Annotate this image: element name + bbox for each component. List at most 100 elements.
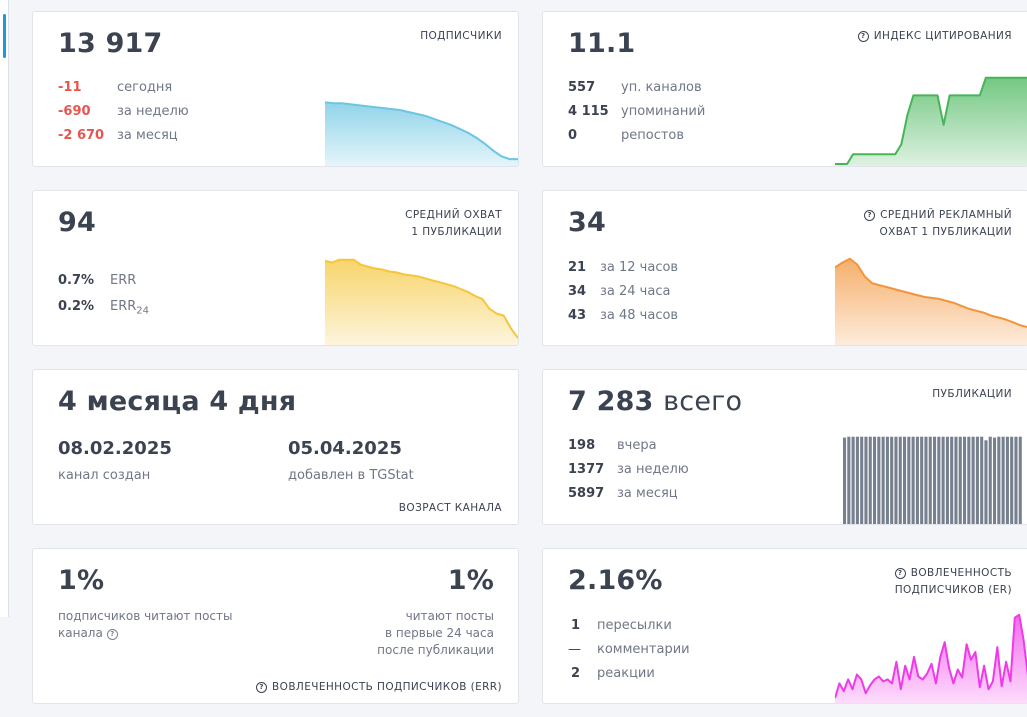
stat-label: за неделю bbox=[617, 462, 689, 477]
added-label: добавлен в TGStat bbox=[288, 468, 414, 483]
chart-bar bbox=[980, 436, 984, 524]
publications-chart bbox=[843, 436, 1022, 524]
question-circle-icon[interactable]: ? bbox=[894, 568, 906, 579]
chart-bar bbox=[843, 437, 847, 524]
err-left-value: 1% bbox=[58, 565, 105, 596]
stat-label: за месяц bbox=[617, 486, 678, 501]
stat-value: 0 bbox=[568, 128, 578, 143]
ad-reach-value: 34 bbox=[568, 207, 606, 238]
chart-bar bbox=[954, 436, 958, 524]
ad-reach-card[interactable]: 34 ? СРЕДНИЙ РЕКЛАМНЫЙ ОХВАТ 1 ПУБЛИКАЦИИ… bbox=[542, 190, 1027, 346]
err-right-value: 1% bbox=[447, 565, 494, 596]
chart-bar bbox=[924, 436, 928, 524]
chart-bar bbox=[993, 437, 997, 524]
er-title: ? ВОВЛЕЧЕННОСТЬ ПОДПИСЧИКОВ (ER) bbox=[894, 567, 1012, 596]
stat-label: репостов bbox=[621, 128, 685, 143]
stat-label: за 12 часов bbox=[600, 260, 679, 275]
stat-value: 34 bbox=[568, 284, 587, 299]
stat-value: 0.2% bbox=[58, 299, 95, 314]
stat-label: ERR24 bbox=[110, 299, 150, 317]
chart-bar bbox=[967, 436, 971, 524]
subscribers-card[interactable]: 13 917 ПОДПИСЧИКИ -11 сегодня -690 за не… bbox=[32, 11, 519, 167]
added-date: 05.04.2025 bbox=[288, 438, 402, 459]
stat-label: реакции bbox=[597, 666, 655, 681]
chart-line bbox=[325, 101, 518, 161]
chart-bar bbox=[975, 436, 979, 524]
chart-bar bbox=[851, 436, 855, 524]
chart-area bbox=[325, 102, 518, 166]
stat-value: 43 bbox=[568, 308, 587, 323]
er-card[interactable]: 2.16% ? ВОВЛЕЧЕННОСТЬ ПОДПИСЧИКОВ (ER) 1 … bbox=[542, 548, 1027, 704]
err-card[interactable]: 1% подписчиков читают посты канала? 1% ч… bbox=[32, 548, 519, 704]
chart-bar bbox=[950, 436, 954, 524]
channel-age-card[interactable]: 4 месяца 4 дня 08.02.2025 канал создан 0… bbox=[32, 369, 519, 525]
err-left-caption: подписчиков читают посты канала? bbox=[58, 609, 233, 640]
chart-bar bbox=[1005, 436, 1009, 524]
chart-bar bbox=[877, 436, 881, 524]
publications-value: 7 283 всего bbox=[568, 386, 743, 417]
question-circle-icon[interactable]: ? bbox=[256, 682, 268, 693]
chart-bar bbox=[1018, 436, 1022, 524]
sidebar-edge bbox=[0, 0, 9, 617]
stat-label: комментарии bbox=[597, 642, 690, 657]
stat-value: -11 bbox=[58, 80, 82, 95]
chart-bar bbox=[1010, 436, 1014, 524]
stat-label: ERR bbox=[110, 273, 137, 288]
chart-line bbox=[325, 258, 518, 339]
chart-bar bbox=[903, 436, 907, 524]
chart-bar bbox=[988, 436, 992, 524]
chart-bar bbox=[915, 436, 919, 524]
chart-bar bbox=[933, 436, 937, 524]
chart-bar bbox=[898, 436, 902, 524]
stat-value: 2 bbox=[571, 666, 581, 681]
question-circle-icon[interactable]: ? bbox=[864, 210, 876, 221]
channel-age-value: 4 месяца 4 дня bbox=[58, 386, 297, 417]
publications-title: ПУБЛИКАЦИИ bbox=[932, 388, 1012, 400]
ad-reach-chart bbox=[835, 257, 1027, 345]
stat-label: уп. каналов bbox=[621, 80, 702, 95]
chart-bar bbox=[881, 436, 885, 524]
chart-bar bbox=[911, 436, 915, 524]
stat-label: сегодня bbox=[117, 80, 173, 95]
stat-label: упоминаний bbox=[621, 104, 706, 119]
sidebar-active-indicator bbox=[3, 14, 6, 58]
chart-bar bbox=[890, 436, 894, 524]
question-circle-icon[interactable]: ? bbox=[857, 31, 869, 42]
question-circle-icon[interactable]: ? bbox=[106, 629, 118, 640]
chart-bar bbox=[1001, 436, 1005, 524]
chart-bar bbox=[885, 436, 889, 524]
citation-value: 11.1 bbox=[568, 28, 636, 59]
publications-card[interactable]: 7 283 всего ПУБЛИКАЦИИ 198 вчера 1377 за… bbox=[542, 369, 1027, 525]
chart-bar bbox=[894, 436, 898, 524]
chart-bar bbox=[868, 436, 872, 524]
stat-label: за 48 часов bbox=[600, 308, 679, 323]
stat-value: 1 bbox=[571, 618, 581, 633]
stat-value: 21 bbox=[568, 260, 587, 275]
chart-bar bbox=[855, 436, 859, 524]
citation-card[interactable]: 11.1 ? ИНДЕКС ЦИТИРОВАНИЯ 557 уп. каналов… bbox=[542, 11, 1027, 167]
chart-area bbox=[835, 77, 1027, 166]
stat-label: за неделю bbox=[117, 104, 189, 119]
ad-reach-title: ? СРЕДНИЙ РЕКЛАМНЫЙ ОХВАТ 1 ПУБЛИКАЦИИ bbox=[864, 207, 1012, 241]
chart-bar bbox=[1014, 436, 1018, 524]
reach-card[interactable]: 94 СРЕДНИЙ ОХВАТ 1 ПУБЛИКАЦИИ 0.7% ERR 0… bbox=[32, 190, 519, 346]
channel-age-footer: ВОЗРАСТ КАНАЛА bbox=[398, 502, 502, 514]
subscribers-chart bbox=[325, 101, 518, 166]
stat-value: 4 115 bbox=[568, 104, 609, 119]
chart-area bbox=[835, 258, 1027, 345]
reach-title: СРЕДНИЙ ОХВАТ 1 ПУБЛИКАЦИИ bbox=[405, 209, 502, 238]
chart-bar bbox=[928, 436, 932, 524]
chart-bar bbox=[860, 436, 864, 524]
reach-chart bbox=[325, 258, 518, 345]
er-chart bbox=[835, 613, 1027, 703]
citation-chart bbox=[835, 76, 1027, 166]
chart-line bbox=[835, 257, 1027, 329]
chart-bar bbox=[907, 436, 911, 524]
subscribers-title: ПОДПИСЧИКИ bbox=[420, 30, 502, 42]
stat-value: 5897 bbox=[568, 486, 605, 501]
subscribers-value: 13 917 bbox=[58, 28, 163, 59]
stat-label: вчера bbox=[617, 438, 657, 453]
stat-value: 0.7% bbox=[58, 273, 95, 288]
chart-bar bbox=[963, 436, 967, 524]
citation-title: ? ИНДЕКС ЦИТИРОВАНИЯ bbox=[857, 28, 1012, 45]
